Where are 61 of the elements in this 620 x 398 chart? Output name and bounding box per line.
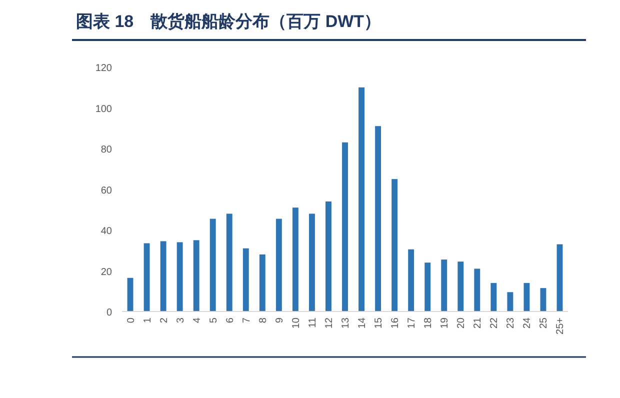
x-tick-label: 25+	[555, 317, 566, 334]
x-tick-label: 25	[538, 317, 550, 329]
x-tick-label: 4	[192, 317, 203, 324]
x-tick-label: 2	[158, 317, 170, 324]
x-tick-label: 15	[374, 317, 385, 329]
x-tick-label: 20	[456, 317, 468, 329]
x-tick-label: 5	[208, 317, 220, 324]
x-tick-label: 19	[440, 317, 451, 329]
bar	[458, 262, 464, 312]
bar	[424, 262, 431, 312]
bar	[441, 260, 448, 312]
x-tick-label: 0	[126, 317, 137, 324]
bar	[127, 278, 134, 312]
x-tick-label: 17	[406, 317, 418, 329]
bar	[556, 244, 563, 312]
x-tick-label: 24	[522, 317, 534, 329]
y-tick-label: 120	[95, 63, 112, 74]
x-tick-label: 16	[390, 317, 402, 329]
x-tick-label: 6	[224, 317, 236, 324]
x-tick-label: 10	[290, 317, 302, 329]
x-tick-label: 18	[423, 317, 434, 329]
bar	[408, 249, 414, 312]
y-tick-label: 60	[100, 185, 112, 196]
bar	[490, 282, 497, 312]
bar	[276, 218, 282, 312]
chart-title: 图表 18 散货船船龄分布（百万 DWT）	[76, 12, 382, 31]
bar	[226, 214, 232, 312]
x-tick-label: 8	[258, 317, 269, 324]
bar	[540, 288, 546, 312]
x-tick-label: 9	[274, 317, 286, 324]
x-tick-label: 1	[142, 317, 154, 324]
x-tick-label: 12	[324, 317, 335, 329]
x-tick-label: 11	[307, 317, 318, 328]
bar	[160, 241, 166, 312]
x-tick-label: 14	[357, 317, 368, 329]
bar	[176, 242, 183, 312]
x-tick-label: 7	[241, 317, 252, 324]
y-tick-label: 40	[100, 226, 112, 237]
bar	[193, 240, 200, 312]
y-tick-label: 100	[95, 104, 112, 115]
bar	[242, 248, 249, 312]
x-tick-label: 22	[489, 317, 500, 329]
x-tick-label: 13	[340, 317, 352, 329]
y-tick-label: 20	[100, 266, 112, 278]
bar	[474, 268, 480, 312]
bar	[524, 282, 530, 312]
x-tick-label: 23	[506, 317, 517, 329]
bar	[144, 243, 150, 312]
bar	[507, 292, 514, 312]
bar	[210, 218, 216, 312]
bar	[292, 208, 298, 312]
bar	[375, 126, 382, 312]
bar	[308, 214, 315, 312]
bar	[342, 142, 348, 312]
bar	[259, 254, 266, 312]
bar	[392, 179, 398, 312]
bar	[358, 87, 364, 312]
y-tick-label: 80	[100, 144, 112, 156]
bar	[326, 201, 332, 312]
x-tick-label: 3	[175, 317, 186, 324]
x-tick-label: 21	[472, 317, 484, 329]
